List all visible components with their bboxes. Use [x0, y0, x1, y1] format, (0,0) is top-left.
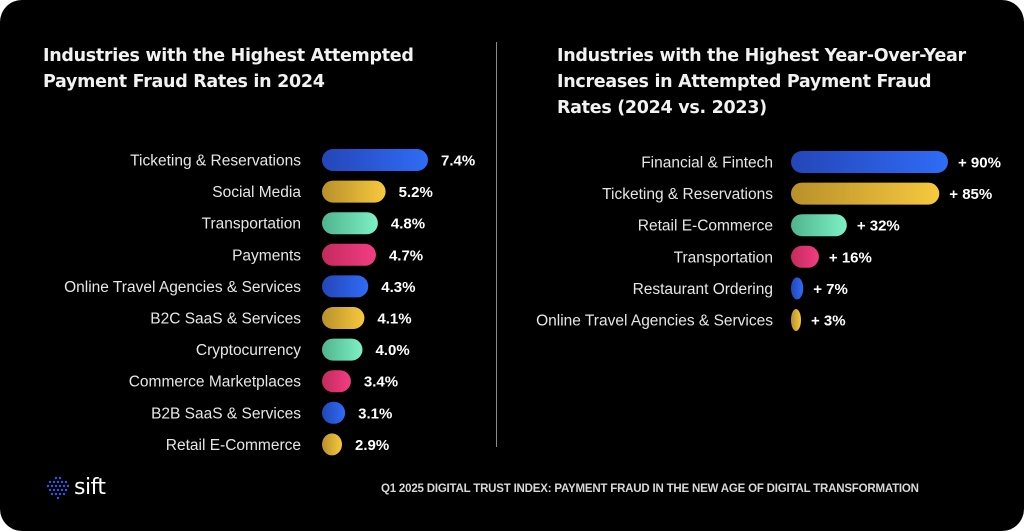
value-label: 3.4% — [364, 374, 398, 391]
bar — [322, 243, 376, 266]
logo-wordmark: sift — [74, 475, 106, 500]
category-label: Online Travel Agencies & Services — [64, 279, 301, 296]
dot-grid-icon — [46, 476, 70, 500]
bar — [322, 149, 428, 171]
value-label: 3.1% — [358, 405, 392, 422]
category-label: Cryptocurrency — [196, 342, 301, 359]
left-chart-title: Industries with the Highest Attempted Pa… — [43, 46, 414, 92]
footer-caption: Q1 2025 DIGITAL TRUST INDEX: PAYMENT FRA… — [381, 483, 919, 495]
category-label: Restaurant Ordering — [633, 281, 773, 298]
left-bar-chart: Ticketing & Reservations 7.4% Social Media… — [64, 149, 475, 456]
bar — [322, 338, 363, 361]
bar — [322, 180, 386, 203]
bar — [322, 433, 342, 456]
bar — [322, 212, 378, 235]
sift-logo: sift — [46, 475, 106, 501]
value-label: 4.0% — [375, 342, 409, 359]
category-label: Ticketing & Reservations — [130, 153, 301, 170]
bar — [791, 151, 948, 173]
category-label: B2C SaaS & Services — [150, 311, 301, 328]
value-label: 4.1% — [377, 311, 411, 328]
bar — [791, 245, 819, 268]
category-label: Ticketing & Reservations — [602, 186, 773, 203]
right-bar-chart: Financial & Fintech + 90% Ticketing & Rese… — [536, 151, 1001, 331]
right-chart-title: Industries with the Highest Year-Over-Ye… — [557, 46, 966, 118]
category-label: Commerce Marketplaces — [129, 374, 302, 391]
category-label: Retail E-Commerce — [638, 218, 773, 235]
category-label: B2B SaaS & Services — [151, 405, 301, 422]
value-label: 4.7% — [389, 247, 423, 264]
category-label: Retail E-Commerce — [166, 437, 301, 454]
value-label: 5.2% — [399, 184, 433, 201]
value-label: + 7% — [813, 281, 848, 298]
category-label: Transportation — [202, 216, 301, 233]
bar — [791, 309, 801, 331]
value-label: + 3% — [811, 313, 846, 330]
category-label: Online Travel Agencies & Services — [536, 313, 773, 330]
value-label: 2.9% — [355, 437, 389, 454]
value-label: + 90% — [958, 155, 1001, 172]
bar — [791, 214, 847, 237]
category-label: Payments — [232, 247, 301, 264]
value-label: + 32% — [857, 218, 900, 235]
category-label: Financial & Fintech — [641, 155, 773, 172]
column-divider — [496, 42, 497, 447]
bar — [322, 401, 346, 424]
value-label: 4.8% — [391, 216, 425, 233]
bar — [791, 182, 940, 205]
category-label: Transportation — [674, 249, 773, 266]
bar — [322, 275, 369, 298]
category-label: Social Media — [212, 184, 301, 201]
bar — [322, 307, 365, 329]
value-label: + 85% — [949, 186, 992, 203]
bar — [791, 277, 804, 300]
value-label: + 16% — [829, 249, 872, 266]
bar — [322, 370, 351, 393]
value-label: 7.4% — [441, 153, 475, 170]
value-label: 4.3% — [381, 279, 415, 296]
